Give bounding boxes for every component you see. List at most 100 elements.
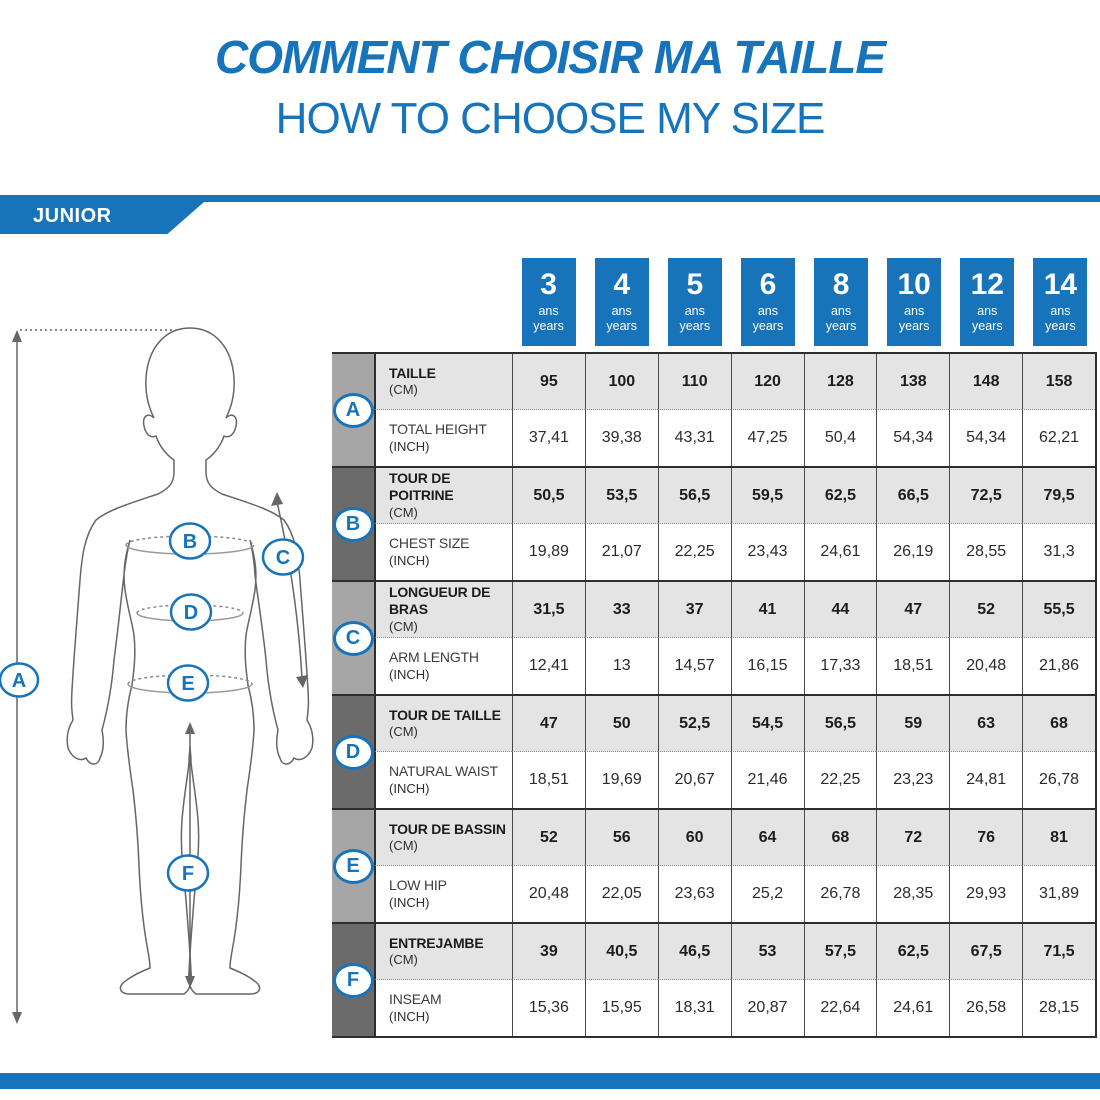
age-unit-en: years: [1045, 319, 1076, 333]
diagram-badge-c: [261, 538, 305, 576]
letter-badge-label: B: [345, 512, 361, 535]
row-letter-cell: F: [332, 924, 374, 1036]
imperial-label-text: NATURAL WAIST: [389, 763, 498, 780]
metric-label-unit: (CM): [389, 504, 418, 520]
table-cell-inch: 23,23: [876, 752, 950, 808]
metric-label: TOUR DE POITRINE (CM): [374, 468, 512, 524]
age-column-header: 14 ans years: [1033, 258, 1088, 346]
table-cell-inch: 22,64: [803, 980, 877, 1036]
age-number: 3: [540, 268, 557, 301]
table-cell-inch: 20,87: [730, 980, 804, 1036]
diagram-badge-b-label: B: [183, 531, 197, 553]
metric-label: TOUR DE TAILLE (CM): [374, 696, 512, 752]
table-cell-cm: 50,5: [512, 468, 585, 524]
table-cell-cm: 55,5: [1022, 582, 1095, 638]
age-number: 5: [686, 268, 704, 301]
age-number: 6: [759, 268, 777, 301]
age-column: 8 ans years: [805, 258, 878, 346]
table-cell-inch: 20,48: [512, 866, 585, 922]
imperial-label-text: INSEAM: [389, 991, 442, 1008]
letter-badge: F: [332, 962, 374, 998]
body-measurement-diagram: A B C D E F: [0, 327, 314, 1024]
table-cell-inch: 18,51: [512, 752, 585, 808]
table-cell-inch: 21,07: [584, 524, 658, 580]
table-cell-cm: 66,5: [876, 468, 950, 524]
page-title-french: COMMENT CHOISIR MA TAILLE: [214, 31, 886, 83]
table-cell-inch: 24,81: [949, 752, 1023, 808]
hip-measure-line-dashed: [127, 674, 253, 685]
age-unit-fr: ans: [1050, 304, 1071, 318]
imperial-label-unit: (INCH): [389, 1008, 430, 1024]
table-cell-cm: 138: [876, 354, 950, 410]
letter-badge: A: [332, 392, 374, 428]
metric-label-text: TOUR DE TAILLE: [389, 706, 501, 723]
age-column: 3 ans years: [512, 258, 585, 346]
table-cell-cm: 68: [803, 810, 877, 866]
table-cell-inch: 18,51: [876, 638, 950, 694]
metric-label: LONGUEUR DE BRAS (CM): [374, 582, 512, 638]
table-cell-inch: 20,48: [949, 638, 1023, 694]
diagram-badge-a: [0, 662, 40, 698]
age-unit-fr: ans: [684, 304, 705, 318]
size-table: A TAILLE (CM) 95 100 110 120 128 138 148 158 TOTAL …: [332, 352, 1097, 1038]
table-cell-cm: 44: [803, 582, 877, 638]
age-column: 6 ans years: [731, 258, 804, 346]
table-cell-inch: 62,21: [1022, 410, 1095, 466]
table-cell-inch: 25,2: [730, 866, 804, 922]
imperial-label: ARM LENGTH (INCH): [374, 638, 512, 694]
letter-badge-label: D: [345, 740, 361, 763]
measurement-row-group: E TOUR DE BASSIN (CM) 52 56 60 64 68 72 76 81 LOW H…: [332, 808, 1095, 922]
age-column-header: 8 ans years: [814, 258, 869, 346]
age-column-header: 4 ans years: [594, 258, 649, 346]
table-cell-inch: 19,89: [512, 524, 585, 580]
row-letter-cell: C: [332, 582, 374, 694]
table-cell-cm: 72,5: [949, 468, 1023, 524]
table-cell-cm: 56,5: [657, 468, 731, 524]
age-column: 10 ans years: [878, 258, 951, 346]
table-cell-inch: 39,38: [584, 410, 658, 466]
row-letter-cell: D: [332, 696, 374, 808]
table-cell-cm: 72: [876, 810, 950, 866]
letter-badge-label: F: [346, 968, 360, 991]
table-cell-inch: 13: [584, 638, 658, 694]
metric-label-unit: (CM): [389, 952, 418, 968]
age-column-header: 12 ans years: [960, 258, 1015, 346]
table-cell-cm: 64: [730, 810, 804, 866]
table-cell-cm: 76: [949, 810, 1023, 866]
table-cell-inch: 26,78: [1022, 752, 1095, 808]
age-column: 5 ans years: [658, 258, 731, 346]
table-cell-inch: 21,86: [1022, 638, 1095, 694]
row-letter-cell: E: [332, 810, 374, 922]
metric-label-unit: (CM): [389, 382, 418, 398]
measurement-row-group: C LONGUEUR DE BRAS (CM) 31,5 33 37 41 44 47 52 55,…: [332, 580, 1095, 694]
table-cell-cm: 67,5: [949, 924, 1023, 980]
age-column: 4 ans years: [585, 258, 658, 346]
table-cell-inch: 54,34: [876, 410, 950, 466]
metric-label-unit: (CM): [389, 618, 418, 634]
table-cell-cm: 95: [512, 354, 585, 410]
imperial-label-unit: (INCH): [389, 666, 430, 682]
table-cell-inch: 12,41: [512, 638, 585, 694]
chest-measure-line-dashed: [125, 535, 255, 546]
age-unit-en: years: [898, 319, 930, 333]
table-cell-cm: 56: [584, 810, 658, 866]
table-cell-inch: 22,25: [657, 524, 731, 580]
table-cell-cm: 56,5: [803, 696, 877, 752]
age-column: 14 ans years: [1024, 258, 1097, 346]
diagram-badge-f-label: F: [182, 863, 194, 885]
imperial-label-text: TOTAL HEIGHT: [389, 421, 487, 438]
metric-label-text: LONGUEUR DE BRAS: [389, 583, 491, 618]
table-cell-inch: 16,15: [730, 638, 804, 694]
age-number: 10: [897, 268, 931, 301]
age-unit-en: years: [972, 319, 1003, 333]
table-cell-cm: 31,5: [512, 582, 585, 638]
imperial-label-text: LOW HIP: [389, 877, 447, 894]
row-letter-cell: B: [332, 468, 374, 580]
table-cell-inch: 22,05: [584, 866, 658, 922]
table-cell-cm: 62,5: [803, 468, 877, 524]
table-cell-cm: 79,5: [1022, 468, 1095, 524]
table-cell-inch: 26,78: [803, 866, 877, 922]
table-cell-cm: 62,5: [876, 924, 950, 980]
table-cell-inch: 20,67: [657, 752, 731, 808]
diagram-badge-d-label: D: [184, 602, 198, 624]
